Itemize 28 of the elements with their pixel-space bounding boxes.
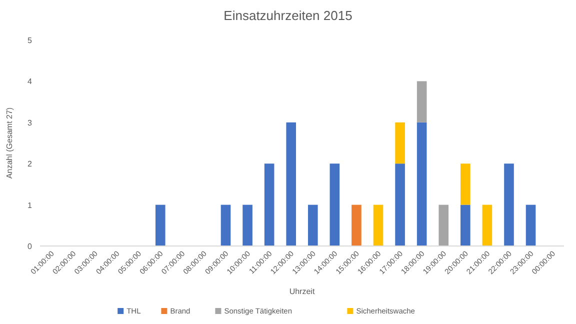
y-tick-label: 3 <box>28 118 33 128</box>
chart-title: Einsatzuhrzeiten 2015 <box>224 8 352 23</box>
bar <box>416 122 427 246</box>
y-axis-title: Anzahl (Gesamt 27) <box>5 107 14 179</box>
bar <box>460 164 470 205</box>
bar <box>373 204 384 246</box>
bar <box>330 164 340 246</box>
bar <box>286 122 296 246</box>
y-tick-label: 5 <box>28 36 33 45</box>
y-tick-label: 2 <box>28 160 33 169</box>
y-tick-label: 0 <box>28 242 33 251</box>
bar <box>155 204 166 246</box>
bar <box>395 122 405 164</box>
bar <box>504 164 514 246</box>
y-tick-label: 4 <box>28 77 33 86</box>
x-axis-title: Uhrzeit <box>289 287 316 296</box>
bar <box>416 81 427 122</box>
bar <box>308 204 318 246</box>
bar <box>438 204 449 246</box>
y-tick-label: 1 <box>28 200 33 210</box>
bar <box>526 204 536 246</box>
bar <box>242 204 252 246</box>
bar <box>395 164 405 246</box>
bar <box>220 204 231 246</box>
bar <box>352 204 362 246</box>
bar <box>460 204 470 246</box>
bar <box>482 204 492 246</box>
bar <box>264 164 274 246</box>
